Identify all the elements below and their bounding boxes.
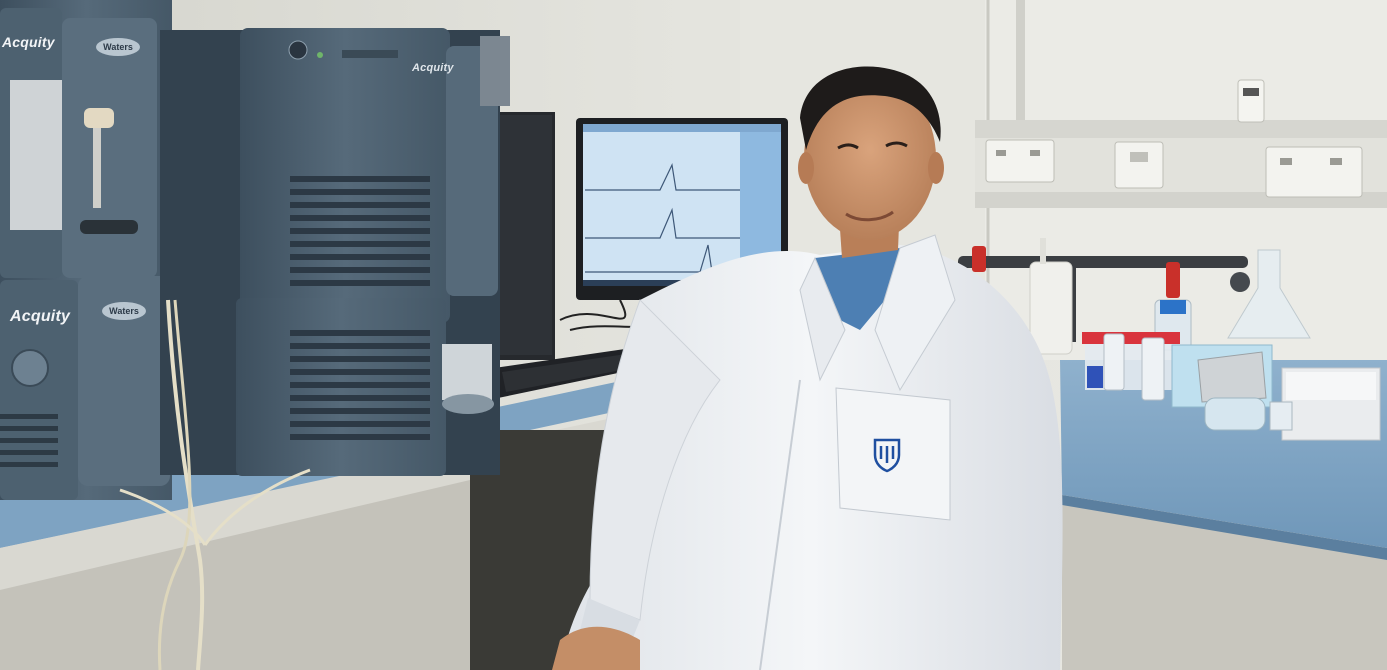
vial-rack xyxy=(1082,332,1180,401)
center-instrument xyxy=(160,28,510,476)
wash-bottle xyxy=(1029,238,1073,355)
sample-box xyxy=(1171,344,1273,431)
hand xyxy=(552,626,640,670)
scientist xyxy=(552,66,1063,670)
badge-label-left-bottom: Waters xyxy=(109,306,139,316)
wall-trunking xyxy=(975,120,1387,140)
wall-sensor xyxy=(1237,79,1265,123)
power-socket-2 xyxy=(1265,146,1363,198)
left-instrument-stack xyxy=(0,0,172,500)
power-socket-1 xyxy=(985,139,1055,183)
hair xyxy=(800,66,941,150)
university-crest-icon xyxy=(873,438,901,473)
badge-label-left-top: Waters xyxy=(103,42,133,52)
brand-label-center: Acquity xyxy=(412,62,454,74)
tube-rack xyxy=(1269,367,1381,441)
shirt xyxy=(815,248,900,370)
gas-rail xyxy=(958,256,1248,268)
brand-label-left-top: Acquity xyxy=(2,34,55,50)
face xyxy=(804,76,936,240)
flask xyxy=(1227,249,1311,339)
power-switch xyxy=(1114,141,1164,189)
brand-label-left-bottom: Acquity xyxy=(10,308,71,325)
